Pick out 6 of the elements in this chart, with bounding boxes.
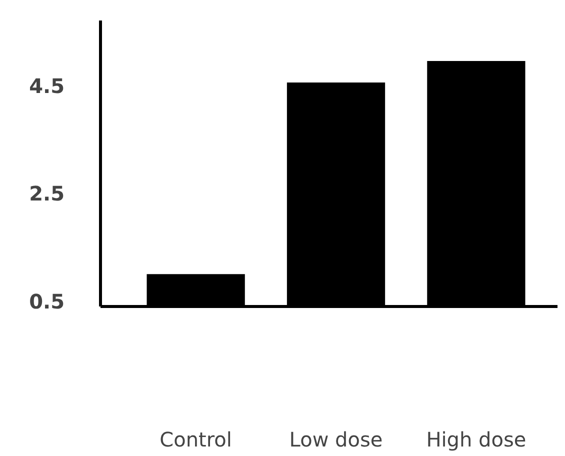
x-tick-label: Low dose <box>289 428 383 452</box>
x-tick-label: Control <box>160 428 232 452</box>
y-tick-label: 2.5 <box>29 182 65 206</box>
y-tick-label: 0.5 <box>29 290 65 314</box>
y-tick-label: 4.5 <box>29 74 65 98</box>
x-tick-label: High dose <box>426 428 526 452</box>
